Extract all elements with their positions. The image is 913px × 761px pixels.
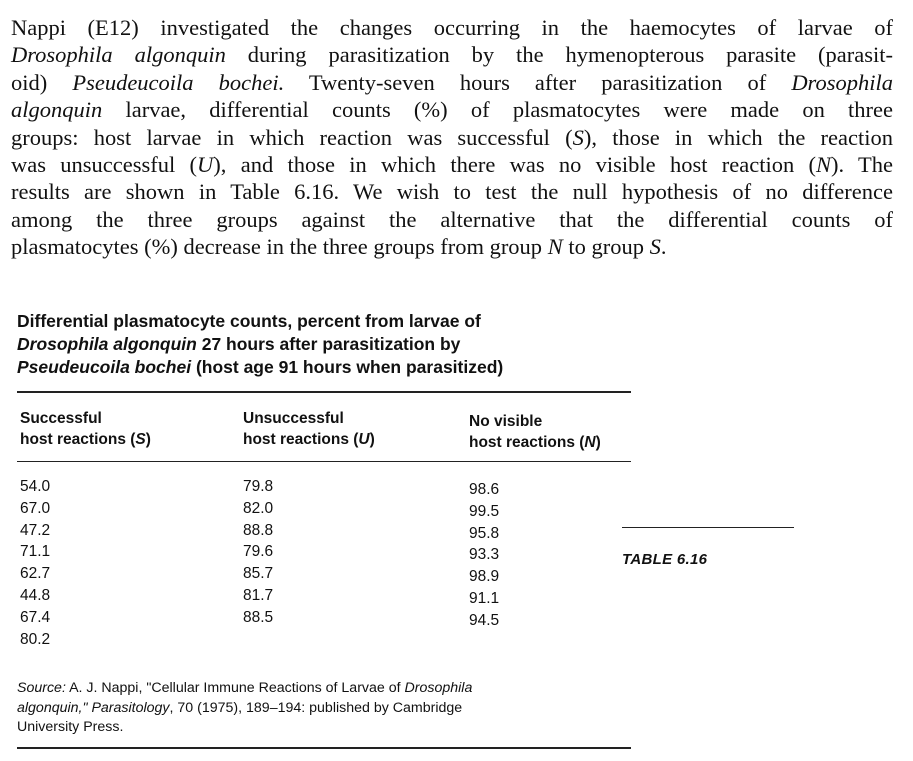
caption-line-3: Pseudeucoila bochei (host age 91 hours w… <box>17 357 504 377</box>
table-cell: 79.6 <box>243 543 274 561</box>
table-cell: 98.9 <box>469 568 500 586</box>
table-cell: 80.2 <box>20 630 51 648</box>
table-cell: 88.8 <box>243 521 274 539</box>
table-bottom-rule <box>17 747 631 749</box>
column-no-visible: 98.6 99.5 95.8 93.3 98.9 91.1 94.5 <box>469 479 499 632</box>
paragraph-line-2: Drosophila algonquin during parasitizati… <box>11 42 894 68</box>
table-cell: 81.7 <box>243 586 274 604</box>
paragraph-line-6: was unsuccessful (U), and those in which… <box>11 152 893 178</box>
intro-paragraph: Nappi (E12) investigated the changes occ… <box>11 14 893 261</box>
paragraph-line-9: plasmatocytes (%) decrease in the three … <box>11 234 667 260</box>
table-header-rule <box>17 461 631 462</box>
table-cell: 98.6 <box>469 481 500 498</box>
paragraph-line-7: results are shown in Table 6.16. We wish… <box>11 179 893 205</box>
table-source-note: Source: A. J. Nappi, "Cellular Immune Re… <box>17 680 473 735</box>
table-caption: Differential plasmatocyte counts, percen… <box>17 310 637 379</box>
table-cell: 44.8 <box>20 586 51 604</box>
table-top-rule <box>17 391 631 393</box>
table-number-label: TABLE 6.16 <box>622 551 708 568</box>
table-cell: 91.1 <box>469 589 500 607</box>
table-cell: 67.4 <box>20 608 51 626</box>
table-label-rule <box>622 527 794 528</box>
table-cell: 94.5 <box>469 611 500 629</box>
table-cell: 93.3 <box>469 546 500 564</box>
table-cell: 71.1 <box>20 543 51 561</box>
header-no-visible: No visible host reactions (N) <box>469 413 601 451</box>
paragraph-line-5: groups: host larvae in which reaction wa… <box>11 124 893 150</box>
paragraph-line-1: Nappi (E12) investigated the changes occ… <box>11 15 893 40</box>
column-unsuccessful: 79.8 82.0 88.8 79.6 85.7 81.7 88.5 <box>243 476 273 629</box>
header-successful: Successful host reactions (S) <box>20 410 151 448</box>
caption-line-1: Differential plasmatocyte counts, percen… <box>17 311 481 331</box>
paragraph-line-4: algonquin larvae, differential counts (%… <box>11 97 893 123</box>
table-cell: 99.5 <box>469 502 500 520</box>
header-unsuccessful: Unsuccessful host reactions (U) <box>243 410 375 448</box>
column-successful: 54.0 67.0 47.2 71.1 62.7 44.8 67.4 80.2 <box>20 476 50 650</box>
caption-line-2: Drosophila algonquin 27 hours after para… <box>17 334 461 354</box>
table-cell: 85.7 <box>243 565 274 583</box>
paragraph-line-8: among the three groups against the alter… <box>11 206 893 232</box>
table-cell: 54.0 <box>20 478 51 495</box>
table-cell: 95.8 <box>469 524 500 542</box>
table-cell: 67.0 <box>20 499 51 517</box>
paragraph-line-3: oid) Pseudeucoila bochei. Twenty-seven h… <box>11 69 893 95</box>
table-cell: 47.2 <box>20 521 51 539</box>
table-cell: 79.8 <box>243 478 274 495</box>
table-cell: 88.5 <box>243 608 274 626</box>
table-cell: 62.7 <box>20 565 51 583</box>
table-cell: 82.0 <box>243 499 274 517</box>
